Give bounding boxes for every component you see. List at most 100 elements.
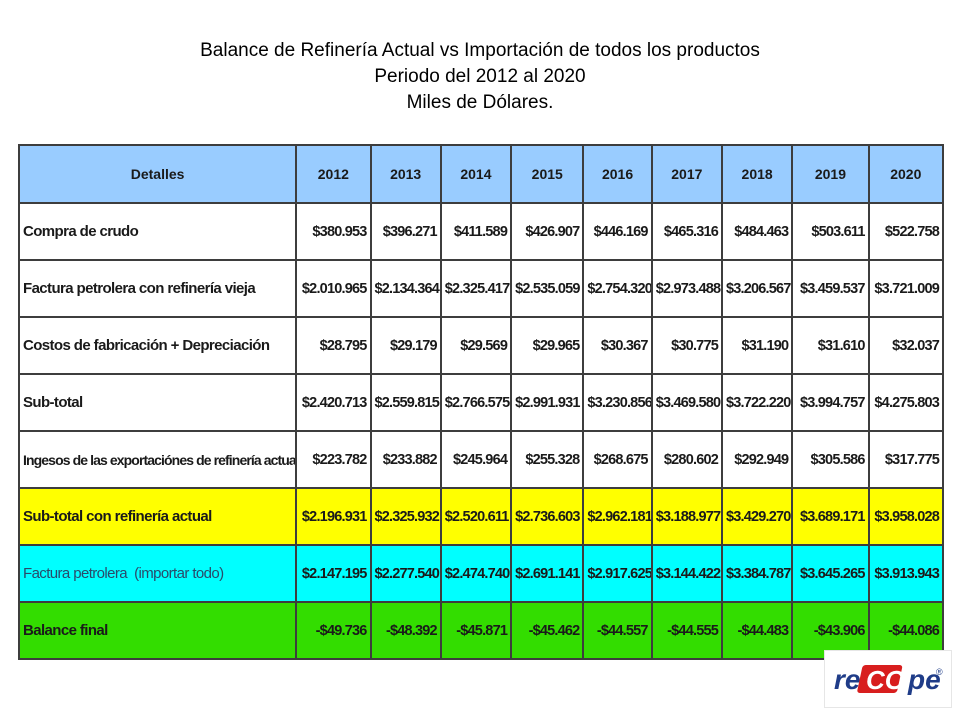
table-header-row: Detalles 2012 2013 2014 2015 2016 2017 2… — [17, 144, 945, 204]
table-cell: $2.535.059 — [510, 259, 585, 318]
table-cell: $426.907 — [510, 202, 585, 261]
table-cell: $245.964 — [439, 430, 513, 489]
table-cell: $2.010.965 — [295, 259, 372, 318]
table-cell: $2.691.141 — [510, 544, 585, 603]
table-cell: $32.037 — [867, 316, 945, 375]
table-cell: $411.589 — [439, 202, 513, 261]
row-label: Balance final — [17, 601, 298, 660]
table-cell: $484.463 — [720, 202, 794, 261]
table-cell: $3.913.943 — [867, 544, 945, 603]
table-cell: $4.275.803 — [867, 373, 945, 432]
table-cell: $2.766.575 — [439, 373, 513, 432]
title-line-1: Balance de Refinería Actual vs Importaci… — [200, 40, 760, 61]
table-cell: $2.559.815 — [369, 373, 442, 432]
logo-accent-box — [857, 665, 903, 693]
table-cell: $3.645.265 — [791, 544, 870, 603]
row-label: Costos de fabricación + Depreciación — [17, 316, 298, 375]
table-cell: $2.325.932 — [369, 487, 442, 546]
title-line-3: Miles de Dólares. — [406, 92, 554, 113]
table-cell: $446.169 — [582, 202, 653, 261]
table-row: Ingesos de las exportaciónes de refinerí… — [17, 430, 945, 489]
logo-text-re: re — [834, 664, 860, 695]
table-cell: $30.367 — [582, 316, 653, 375]
table-cell: $2.991.931 — [510, 373, 585, 432]
table-cell: $3.958.028 — [867, 487, 945, 546]
table-row-factura-importar: Factura petrolera (importar todo) $2.147… — [17, 544, 945, 603]
page-title: Balance de Refinería Actual vs Importaci… — [0, 38, 960, 116]
header-year: 2015 — [510, 144, 585, 204]
table-cell: $3.459.537 — [791, 259, 870, 318]
header-year: 2013 — [369, 144, 442, 204]
table-cell: $2.474.740 — [439, 544, 513, 603]
row-label: Sub-total — [17, 373, 298, 432]
table-row-balance-final: Balance final -$49.736 -$48.392 -$45.871… — [17, 601, 945, 660]
table-row: Costos de fabricación + Depreciación $28… — [17, 316, 945, 375]
table-cell: $3.469.580 — [650, 373, 723, 432]
table-cell: $3.429.270 — [720, 487, 794, 546]
table-cell: $3.188.977 — [650, 487, 723, 546]
table-cell: $2.147.195 — [295, 544, 372, 603]
table-cell: $503.611 — [791, 202, 870, 261]
table-cell: $223.782 — [295, 430, 372, 489]
table-cell: $30.775 — [650, 316, 723, 375]
table-cell: $3.689.171 — [791, 487, 870, 546]
table-cell: $3.384.787 — [720, 544, 794, 603]
logo-text-co: CO — [866, 665, 905, 695]
table-cell: $2.917.625 — [582, 544, 653, 603]
header-year: 2016 — [582, 144, 653, 204]
table-cell: $317.775 — [867, 430, 945, 489]
table-cell: $292.949 — [720, 430, 794, 489]
header-year: 2020 — [867, 144, 945, 204]
recope-logo: re CO pe ® — [824, 650, 952, 708]
row-label: Factura petrolera con refinería vieja — [17, 259, 298, 318]
table-cell: $2.420.713 — [295, 373, 372, 432]
table-cell: $3.230.856 — [582, 373, 653, 432]
table-cell: $380.953 — [295, 202, 372, 261]
header-year: 2019 — [791, 144, 870, 204]
table-cell: -$44.555 — [650, 601, 723, 660]
table-cell: -$48.392 — [369, 601, 442, 660]
table-cell: $2.277.540 — [369, 544, 442, 603]
table-cell: $2.962.181 — [582, 487, 653, 546]
table-cell: -$45.462 — [510, 601, 585, 660]
table-cell: -$44.483 — [720, 601, 794, 660]
table-row: Factura petrolera con refinería vieja $2… — [17, 259, 945, 318]
table-row-subtotal-actual: Sub-total con refinería actual $2.196.93… — [17, 487, 945, 546]
table-cell: $29.965 — [510, 316, 585, 375]
table-cell: $3.994.757 — [791, 373, 870, 432]
row-label: Sub-total con refinería actual — [17, 487, 298, 546]
header-year: 2018 — [720, 144, 794, 204]
header-detalles: Detalles — [17, 144, 298, 204]
table-cell: $2.134.364 — [369, 259, 442, 318]
row-label: Compra de crudo — [17, 202, 298, 261]
table-cell: $2.973.488 — [650, 259, 723, 318]
table-cell: $3.206.567 — [720, 259, 794, 318]
header-year: 2017 — [650, 144, 723, 204]
row-label: Ingesos de las exportaciónes de refinerí… — [17, 430, 298, 489]
table-cell: $3.721.009 — [867, 259, 945, 318]
table-cell: $2.196.931 — [295, 487, 372, 546]
table-cell: -$49.736 — [295, 601, 372, 660]
table-cell: $31.190 — [720, 316, 794, 375]
table-cell: $2.520.611 — [439, 487, 513, 546]
table-cell: $305.586 — [791, 430, 870, 489]
table-cell: $233.882 — [369, 430, 442, 489]
table-cell: -$44.086 — [867, 601, 945, 660]
logo-text-pe: pe — [907, 664, 941, 695]
table-cell: $28.795 — [295, 316, 372, 375]
table-cell: -$45.871 — [439, 601, 513, 660]
recope-logo-mark: re CO pe ® — [834, 664, 943, 695]
row-label: Factura petrolera (importar todo) — [17, 544, 298, 603]
table-cell: $522.758 — [867, 202, 945, 261]
table-row: Compra de crudo $380.953 $396.271 $411.5… — [17, 202, 945, 261]
title-line-2: Periodo del 2012 al 2020 — [374, 66, 586, 87]
header-year: 2012 — [295, 144, 372, 204]
table-cell: $3.722.220 — [720, 373, 794, 432]
table-cell: $268.675 — [582, 430, 653, 489]
header-year: 2014 — [439, 144, 513, 204]
table-cell: $29.569 — [439, 316, 513, 375]
table-cell: $2.754.320 — [582, 259, 653, 318]
table-cell: $29.179 — [369, 316, 442, 375]
table-cell: $465.316 — [650, 202, 723, 261]
table-cell: $280.602 — [650, 430, 723, 489]
